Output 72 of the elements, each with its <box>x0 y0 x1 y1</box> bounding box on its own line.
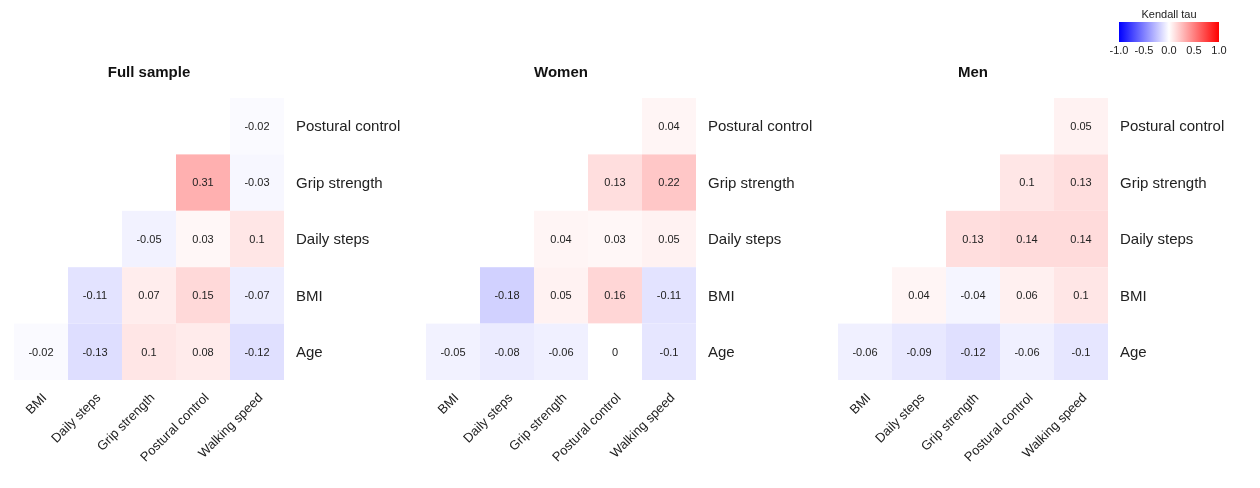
y-tick-label: Age <box>708 343 735 361</box>
x-tick-label: BMI <box>846 389 874 417</box>
data-label: -0.05 <box>440 345 466 358</box>
data-label: 0.05 <box>658 232 680 245</box>
data-label: 0.03 <box>192 232 214 245</box>
data-label: 0.08 <box>192 345 214 358</box>
y-tick-label: Age <box>296 343 323 361</box>
data-label: -0.09 <box>906 345 932 358</box>
data-label: 0.13 <box>604 176 626 189</box>
chart-title: Men <box>957 63 989 80</box>
y-tick-label: Age <box>1120 343 1147 361</box>
data-label: -0.18 <box>494 289 520 302</box>
data-label: 0.13 <box>1070 176 1092 189</box>
y-tick-label: BMI <box>708 286 735 304</box>
data-label: -0.02 <box>244 120 270 133</box>
chart-title: Full sample <box>106 63 192 80</box>
data-label: 0.13 <box>962 232 984 245</box>
data-label: 0.1 <box>1073 289 1089 302</box>
data-label: -0.06 <box>1014 345 1040 358</box>
data-label: 0.04 <box>908 289 930 302</box>
data-label: 0.1 <box>249 232 265 245</box>
data-label: -0.05 <box>136 232 162 245</box>
data-label: -0.1 <box>1071 345 1091 358</box>
data-label: 0.1 <box>141 345 157 358</box>
data-label: 0.07 <box>138 289 160 302</box>
color-bar-label: -1.0 <box>1109 44 1129 56</box>
y-tick-label: Postural control <box>296 117 401 135</box>
color-bar-label: 0.0 <box>1161 44 1177 56</box>
data-label: -0.1 <box>659 345 679 358</box>
y-tick-label: Daily steps <box>296 230 370 248</box>
y-tick-label: BMI <box>1120 286 1147 304</box>
data-label: -0.06 <box>852 345 878 358</box>
y-tick-label: Grip strength <box>296 173 383 191</box>
y-tick-label: Postural control <box>1120 117 1225 135</box>
data-label: -0.08 <box>494 345 520 358</box>
chart-title: Women <box>533 63 589 80</box>
color-bar-label: 0.5 <box>1186 44 1202 56</box>
data-label: 0.31 <box>192 176 214 189</box>
data-label: -0.03 <box>244 176 270 189</box>
data-label: -0.04 <box>960 289 986 302</box>
data-label: 0.05 <box>550 289 572 302</box>
data-label: 0.1 <box>1019 176 1035 189</box>
data-label: 0 <box>611 345 619 358</box>
y-tick-label: Daily steps <box>708 230 782 248</box>
data-label: -0.12 <box>960 345 986 358</box>
data-label: -0.07 <box>244 289 270 302</box>
data-label: 0.14 <box>1070 232 1092 245</box>
x-tick-label: BMI <box>22 389 50 417</box>
y-tick-label: Grip strength <box>708 173 795 191</box>
y-tick-label: Daily steps <box>1120 230 1194 248</box>
color-bar-label: 1.0 <box>1211 44 1227 56</box>
y-tick-label: Postural control <box>708 117 813 135</box>
data-label: 0.05 <box>1070 120 1092 133</box>
x-tick-label: BMI <box>434 389 462 417</box>
data-label: 0.04 <box>550 232 572 245</box>
data-label: -0.13 <box>82 345 108 358</box>
y-tick-label: BMI <box>296 286 323 304</box>
color-bar-title: Kendall tau <box>1140 8 1198 22</box>
data-label: 0.16 <box>604 289 626 302</box>
data-label: -0.02 <box>28 345 54 358</box>
y-tick-label: Grip strength <box>1120 173 1207 191</box>
data-label: 0.15 <box>192 289 214 302</box>
data-label: 0.03 <box>604 232 626 245</box>
data-label: -0.06 <box>548 345 574 358</box>
data-label: -0.11 <box>656 289 682 302</box>
data-label: -0.12 <box>244 345 270 358</box>
data-label: 0.14 <box>1016 232 1038 245</box>
data-label: 0.04 <box>658 120 680 133</box>
color-bar-label: -0.5 <box>1134 44 1154 56</box>
data-label: 0.22 <box>658 176 680 189</box>
data-label: 0.06 <box>1016 289 1038 302</box>
data-label: -0.11 <box>82 289 108 302</box>
